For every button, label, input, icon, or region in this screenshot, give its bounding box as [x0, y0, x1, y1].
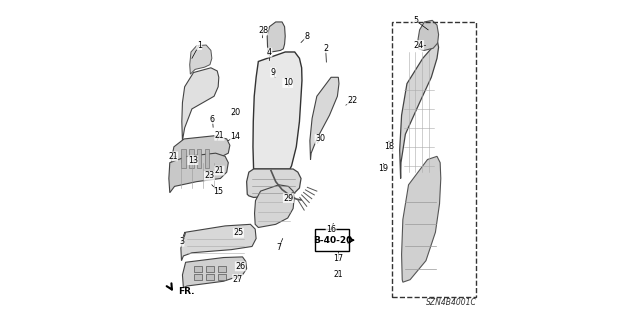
Text: 20: 20	[230, 108, 240, 117]
Text: 21: 21	[214, 131, 224, 140]
Bar	[193, 266, 202, 272]
Polygon shape	[310, 77, 339, 160]
Text: 30: 30	[315, 134, 325, 144]
Text: 23: 23	[204, 171, 214, 181]
Text: 24: 24	[413, 41, 424, 49]
Text: 21: 21	[214, 166, 224, 175]
Text: 16: 16	[326, 225, 336, 234]
Polygon shape	[181, 224, 256, 261]
Polygon shape	[253, 52, 302, 169]
Bar	[218, 274, 227, 280]
Bar	[205, 149, 209, 168]
Bar	[205, 274, 214, 280]
Polygon shape	[400, 42, 438, 178]
Text: 1: 1	[196, 41, 202, 49]
Bar	[193, 274, 202, 280]
Text: 26: 26	[236, 262, 245, 271]
Text: 21: 21	[168, 152, 178, 161]
Polygon shape	[267, 22, 285, 55]
Text: 22: 22	[347, 97, 357, 106]
Text: 18: 18	[385, 142, 395, 151]
Text: 2: 2	[323, 44, 328, 53]
Text: 9: 9	[271, 68, 276, 77]
Text: B-40-20: B-40-20	[313, 236, 352, 245]
Polygon shape	[172, 136, 230, 172]
Bar	[196, 149, 202, 168]
Text: 15: 15	[213, 187, 223, 196]
Text: 17: 17	[333, 254, 344, 263]
Text: FR.: FR.	[178, 287, 194, 296]
Text: 3: 3	[179, 237, 184, 246]
Text: SZN4B4001C: SZN4B4001C	[426, 299, 477, 308]
Text: 8: 8	[304, 32, 309, 41]
Polygon shape	[169, 153, 228, 193]
Text: 13: 13	[188, 156, 198, 165]
Text: 25: 25	[234, 228, 244, 237]
Text: 29: 29	[284, 194, 294, 203]
Polygon shape	[189, 45, 212, 74]
Text: 14: 14	[230, 132, 240, 141]
Polygon shape	[418, 20, 438, 50]
Text: 4: 4	[267, 48, 272, 57]
Bar	[189, 149, 193, 168]
Polygon shape	[401, 156, 441, 282]
Polygon shape	[246, 169, 301, 197]
Text: 10: 10	[283, 78, 292, 87]
Text: 6: 6	[210, 115, 215, 123]
Text: 28: 28	[258, 26, 268, 35]
FancyBboxPatch shape	[316, 229, 349, 251]
Bar	[218, 266, 227, 272]
Text: 19: 19	[378, 165, 388, 174]
Text: 27: 27	[233, 275, 243, 284]
Bar	[205, 266, 214, 272]
Polygon shape	[182, 257, 246, 287]
Polygon shape	[255, 185, 294, 227]
Text: 21: 21	[333, 271, 343, 279]
Bar	[181, 149, 186, 168]
Text: 5: 5	[413, 16, 418, 25]
Bar	[392, 22, 476, 297]
Polygon shape	[182, 68, 219, 141]
Text: 7: 7	[276, 243, 282, 252]
